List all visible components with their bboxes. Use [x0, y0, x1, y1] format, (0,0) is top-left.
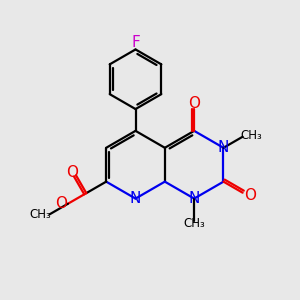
Text: O: O [244, 188, 256, 203]
Text: O: O [56, 196, 68, 211]
Text: N: N [218, 140, 229, 155]
Text: N: N [130, 191, 141, 206]
Text: CH₃: CH₃ [183, 217, 205, 230]
Text: CH₃: CH₃ [29, 208, 51, 221]
Text: F: F [131, 34, 140, 50]
Text: O: O [188, 96, 200, 111]
Text: N: N [188, 191, 200, 206]
Text: CH₃: CH₃ [241, 129, 262, 142]
Text: O: O [66, 165, 78, 180]
